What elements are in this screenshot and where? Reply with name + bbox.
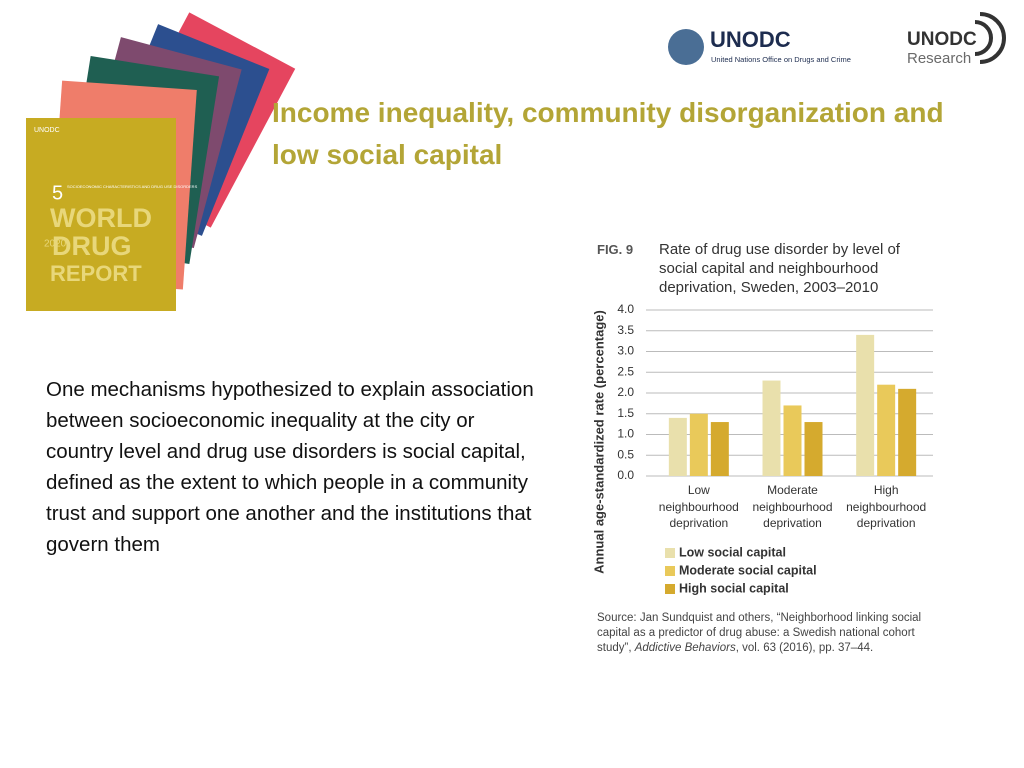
legend-swatch xyxy=(665,566,675,576)
legend-swatch xyxy=(665,584,675,594)
cover-subtitle: SOCIOECONOMIC CHARACTERISTICS AND DRUG U… xyxy=(67,184,198,189)
logo-text: UNODC xyxy=(907,29,977,50)
y-tick-label: 3.0 xyxy=(617,344,634,358)
y-tick-label: 4.0 xyxy=(617,302,634,316)
y-tick-label: 0.5 xyxy=(617,447,634,461)
source-text: Source: Jan Sundquist and others, “Neigh… xyxy=(597,612,922,654)
cover-front xyxy=(26,118,176,311)
cover-word: WORLD xyxy=(50,203,152,233)
y-axis-label: Annual age-standardized rate (percentage… xyxy=(591,310,606,574)
legend-label: Moderate social capital xyxy=(679,563,817,577)
slide-body: One mechanisms hypothesized to explain a… xyxy=(46,378,534,556)
cover-word: REPORT xyxy=(50,261,142,286)
bar xyxy=(856,334,875,476)
logo-text: Research xyxy=(907,50,971,67)
source-journal: Addictive Behaviors xyxy=(634,642,736,654)
y-tick-label: 3.5 xyxy=(617,323,634,337)
bar xyxy=(877,384,896,476)
chart-source: Source: Jan Sundquist and others, “Neigh… xyxy=(597,611,937,656)
slide-title: Income inequality, community disorganiza… xyxy=(272,97,944,170)
x-tick-label: Low neighbourhood deprivation xyxy=(658,483,739,530)
x-tick-label: High neighbourhood deprivation xyxy=(846,483,927,530)
y-tick-label: 2.0 xyxy=(617,385,634,399)
y-tick-label: 2.5 xyxy=(617,364,634,378)
research-logo-arc xyxy=(974,20,993,56)
source-text: , vol. 63 (2016), pp. 37–44. xyxy=(735,642,874,654)
report-covers: UNODC 5 SOCIOECONOMIC CHARACTERISTICS AN… xyxy=(26,12,296,311)
bar xyxy=(668,417,687,476)
y-tick-label: 1.0 xyxy=(617,427,634,441)
bar xyxy=(898,388,917,476)
cover-year: 2020 xyxy=(44,239,67,250)
bar xyxy=(689,413,708,476)
legend-label: Low social capital xyxy=(679,545,786,559)
bar xyxy=(710,422,729,476)
legend-label: High social capital xyxy=(679,581,789,595)
figure-label: FIG. 9 xyxy=(597,242,634,257)
cover-number: 5 xyxy=(52,182,63,204)
legend-swatch xyxy=(665,548,675,558)
bar xyxy=(783,405,802,476)
y-tick-label: 1.5 xyxy=(617,406,634,420)
cover-word: DRUG xyxy=(52,231,132,261)
un-emblem xyxy=(668,29,704,65)
logo-subtitle: United Nations Office on Drugs and Crime xyxy=(711,55,851,64)
bar xyxy=(762,380,781,476)
chart-title: Rate of drug use disorder by level of so… xyxy=(659,241,900,296)
x-tick-label: Moderate neighbourhood deprivation xyxy=(752,483,833,530)
research-logo-arc xyxy=(979,12,1006,64)
logo-text: UNODC xyxy=(710,27,791,52)
y-tick-label: 0.0 xyxy=(617,468,634,482)
cover-logo: UNODC xyxy=(34,127,60,134)
bar xyxy=(804,422,823,476)
